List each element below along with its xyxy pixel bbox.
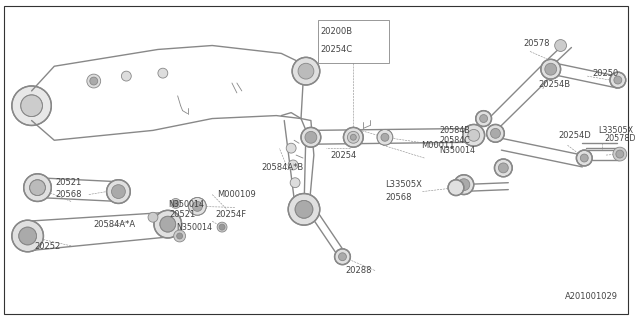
Circle shape bbox=[377, 129, 393, 145]
Text: 20254F: 20254F bbox=[215, 210, 246, 219]
Text: 20578: 20578 bbox=[523, 39, 550, 48]
Circle shape bbox=[610, 72, 626, 88]
Text: M000109: M000109 bbox=[217, 190, 256, 199]
Circle shape bbox=[292, 57, 320, 85]
Text: 20254D: 20254D bbox=[559, 131, 591, 140]
Circle shape bbox=[479, 115, 488, 123]
Circle shape bbox=[286, 143, 296, 153]
Circle shape bbox=[448, 180, 464, 196]
Text: 20254: 20254 bbox=[331, 151, 357, 160]
Text: N350014: N350014 bbox=[176, 223, 212, 232]
Circle shape bbox=[555, 40, 566, 52]
Circle shape bbox=[20, 95, 42, 116]
Circle shape bbox=[12, 86, 51, 125]
Circle shape bbox=[288, 194, 320, 225]
Circle shape bbox=[24, 174, 51, 202]
Circle shape bbox=[288, 160, 298, 170]
Circle shape bbox=[173, 230, 186, 242]
Text: 20584A*A: 20584A*A bbox=[94, 220, 136, 229]
Bar bbox=[318, 20, 389, 63]
Circle shape bbox=[19, 227, 36, 245]
Circle shape bbox=[87, 74, 100, 88]
Text: 20288: 20288 bbox=[346, 266, 372, 275]
Circle shape bbox=[381, 133, 389, 141]
Text: 20521: 20521 bbox=[170, 210, 196, 219]
Text: 20254C: 20254C bbox=[321, 45, 353, 54]
Text: 20254B: 20254B bbox=[538, 79, 570, 89]
Circle shape bbox=[189, 197, 206, 215]
Circle shape bbox=[577, 150, 592, 166]
Circle shape bbox=[613, 147, 627, 161]
Text: 20584B: 20584B bbox=[439, 126, 470, 135]
Text: L33505X: L33505X bbox=[598, 126, 633, 135]
Text: A201001029: A201001029 bbox=[564, 292, 618, 301]
Circle shape bbox=[29, 180, 45, 196]
Circle shape bbox=[614, 76, 622, 84]
Circle shape bbox=[171, 198, 180, 208]
Text: 20584C: 20584C bbox=[439, 136, 470, 145]
Circle shape bbox=[468, 129, 479, 141]
Circle shape bbox=[193, 202, 202, 211]
Circle shape bbox=[12, 220, 44, 252]
Text: 20578D: 20578D bbox=[604, 134, 636, 143]
Circle shape bbox=[463, 124, 484, 146]
Circle shape bbox=[301, 127, 321, 147]
Circle shape bbox=[335, 249, 350, 265]
Circle shape bbox=[580, 154, 588, 162]
Circle shape bbox=[348, 132, 359, 143]
Text: 20250: 20250 bbox=[592, 69, 618, 78]
Text: 20252: 20252 bbox=[35, 242, 61, 251]
Circle shape bbox=[499, 163, 508, 173]
Circle shape bbox=[107, 180, 131, 204]
Circle shape bbox=[490, 128, 500, 138]
Circle shape bbox=[545, 63, 557, 75]
Circle shape bbox=[217, 222, 227, 232]
Circle shape bbox=[154, 210, 182, 238]
Circle shape bbox=[454, 175, 474, 195]
Circle shape bbox=[148, 212, 158, 222]
Circle shape bbox=[90, 77, 98, 85]
Text: 20521: 20521 bbox=[55, 178, 81, 187]
Circle shape bbox=[350, 134, 356, 140]
Circle shape bbox=[177, 233, 182, 239]
Circle shape bbox=[158, 68, 168, 78]
Circle shape bbox=[495, 159, 512, 177]
Circle shape bbox=[111, 185, 125, 198]
Text: N350014: N350014 bbox=[439, 146, 476, 155]
Circle shape bbox=[290, 178, 300, 188]
Text: 20568: 20568 bbox=[55, 190, 82, 199]
Circle shape bbox=[173, 200, 179, 206]
Text: 20584A*B: 20584A*B bbox=[262, 164, 304, 172]
Text: 20568: 20568 bbox=[385, 193, 412, 202]
Circle shape bbox=[339, 253, 346, 261]
Circle shape bbox=[344, 127, 364, 147]
Circle shape bbox=[541, 59, 561, 79]
Text: N350014: N350014 bbox=[168, 200, 204, 209]
Circle shape bbox=[295, 200, 313, 218]
Circle shape bbox=[122, 71, 131, 81]
Circle shape bbox=[486, 124, 504, 142]
Circle shape bbox=[616, 150, 624, 158]
Circle shape bbox=[458, 179, 470, 191]
Text: L33505X: L33505X bbox=[385, 180, 422, 189]
Circle shape bbox=[305, 132, 317, 143]
Text: M00011: M00011 bbox=[421, 141, 455, 150]
Circle shape bbox=[219, 224, 225, 230]
Circle shape bbox=[298, 63, 314, 79]
Circle shape bbox=[476, 111, 492, 126]
Text: 20200B: 20200B bbox=[321, 27, 353, 36]
Circle shape bbox=[160, 216, 176, 232]
